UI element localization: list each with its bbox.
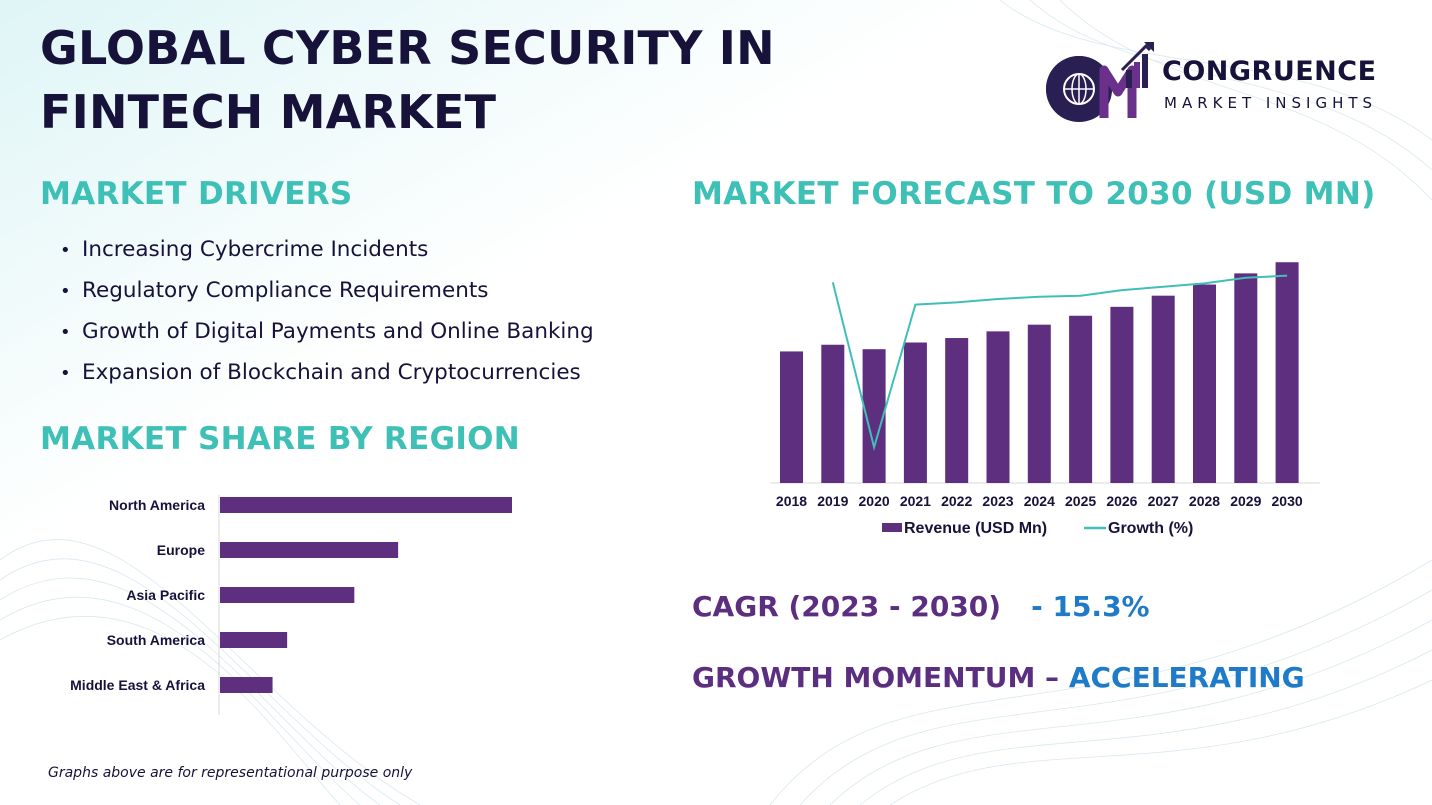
logo-tagline: MARKET INSIGHTS xyxy=(1164,94,1378,112)
cagr-label: CAGR (2023 - 2030) xyxy=(692,590,1002,623)
region-tick-label: Europe xyxy=(157,542,205,558)
logo-brand-name: CONGRUENCE xyxy=(1162,56,1377,87)
market-drivers-list: • Increasing Cybercrime Incidents • Regula… xyxy=(60,230,594,394)
revenue-bar xyxy=(945,338,969,483)
revenue-bar xyxy=(780,351,803,483)
revenue-bar xyxy=(1234,273,1258,483)
driver-item: • Increasing Cybercrime Incidents xyxy=(60,230,594,271)
region-tick-label: North America xyxy=(109,497,205,513)
revenue-bar xyxy=(1193,284,1216,483)
globe-cm-bars-logo-icon xyxy=(1046,42,1154,122)
year-tick-label: 2018 xyxy=(776,493,807,509)
driver-text: Growth of Digital Payments and Online Ba… xyxy=(82,319,594,344)
bullet-icon: • xyxy=(60,363,71,384)
year-tick-label: 2020 xyxy=(859,493,890,509)
title-line-1: GLOBAL CYBER SECURITY IN xyxy=(40,21,775,75)
revenue-bar xyxy=(903,342,927,483)
driver-item: • Growth of Digital Payments and Online B… xyxy=(60,312,594,353)
region-bar xyxy=(220,587,355,603)
region-tick-label: South America xyxy=(107,632,205,648)
brand-logo: CONGRUENCE MARKET INSIGHTS xyxy=(1046,40,1406,122)
page-title: GLOBAL CYBER SECURITY IN FINTECH MARKET xyxy=(40,16,860,144)
revenue-bar xyxy=(1275,262,1299,483)
region-bar xyxy=(220,677,273,693)
year-tick-label: 2019 xyxy=(817,493,848,509)
revenue-bar xyxy=(1069,315,1093,483)
year-tick-label: 2026 xyxy=(1106,493,1137,509)
footnote: Graphs above are for representational pu… xyxy=(48,765,413,781)
legend-growth-label: Growth (%) xyxy=(1108,520,1193,537)
cagr-stat: CAGR (2023 - 2030) - 15.3% xyxy=(692,590,1150,623)
revenue-bar xyxy=(1110,306,1134,483)
market-drivers-heading: MARKET DRIVERS xyxy=(40,176,353,212)
region-tick-label: Asia Pacific xyxy=(126,587,205,603)
driver-text: Increasing Cybercrime Incidents xyxy=(82,237,429,262)
bullet-icon: • xyxy=(60,281,71,302)
year-tick-label: 2029 xyxy=(1230,493,1261,509)
region-bar xyxy=(220,497,512,513)
forecast-combo-chart: 2018 2019 2020 2021 2022 2023 2024 2025 2026 2027… xyxy=(770,262,1320,537)
revenue-bar xyxy=(1027,324,1051,483)
market-forecast-heading: MARKET FORECAST TO 2030 (USD MN) xyxy=(692,176,1376,212)
legend-revenue-swatch xyxy=(882,523,902,532)
year-tick-label: 2028 xyxy=(1189,493,1220,509)
year-tick-label: 2023 xyxy=(982,493,1013,509)
momentum-value: ACCELERATING xyxy=(1068,661,1305,694)
region-bar xyxy=(220,632,288,648)
revenue-bar xyxy=(1151,295,1175,483)
growth-line xyxy=(831,274,1288,452)
region-bar-chart: North America Europe Asia Pacific South Ame… xyxy=(70,495,512,715)
year-tick-label: 2024 xyxy=(1024,493,1055,509)
title-line-2: FINTECH MARKET xyxy=(40,85,497,139)
revenue-bar xyxy=(862,349,886,483)
growth-momentum-stat: GROWTH MOMENTUM – ACCELERATING xyxy=(692,661,1305,694)
year-tick-label: 2021 xyxy=(900,493,931,509)
bullet-icon: • xyxy=(60,240,71,261)
revenue-bar xyxy=(986,331,1010,483)
year-tick-label: 2030 xyxy=(1272,493,1303,509)
driver-text: Expansion of Blockchain and Cryptocurren… xyxy=(82,360,581,385)
year-tick-label: 2022 xyxy=(941,493,972,509)
legend-revenue-label: Revenue (USD Mn) xyxy=(904,520,1047,537)
revenue-bar xyxy=(821,344,845,483)
region-tick-label: Middle East & Africa xyxy=(70,677,205,693)
driver-item: • Expansion of Blockchain and Cryptocurre… xyxy=(60,353,594,394)
driver-text: Regulatory Compliance Requirements xyxy=(82,278,489,303)
region-bar xyxy=(220,542,399,558)
driver-item: • Regulatory Compliance Requirements xyxy=(60,271,594,312)
market-share-region-heading: MARKET SHARE BY REGION xyxy=(40,421,521,457)
year-tick-label: 2025 xyxy=(1065,493,1096,509)
momentum-label: GROWTH MOMENTUM – xyxy=(692,661,1060,694)
bullet-icon: • xyxy=(60,322,71,343)
year-tick-label: 2027 xyxy=(1148,493,1179,509)
cagr-value: - 15.3% xyxy=(1031,590,1150,623)
